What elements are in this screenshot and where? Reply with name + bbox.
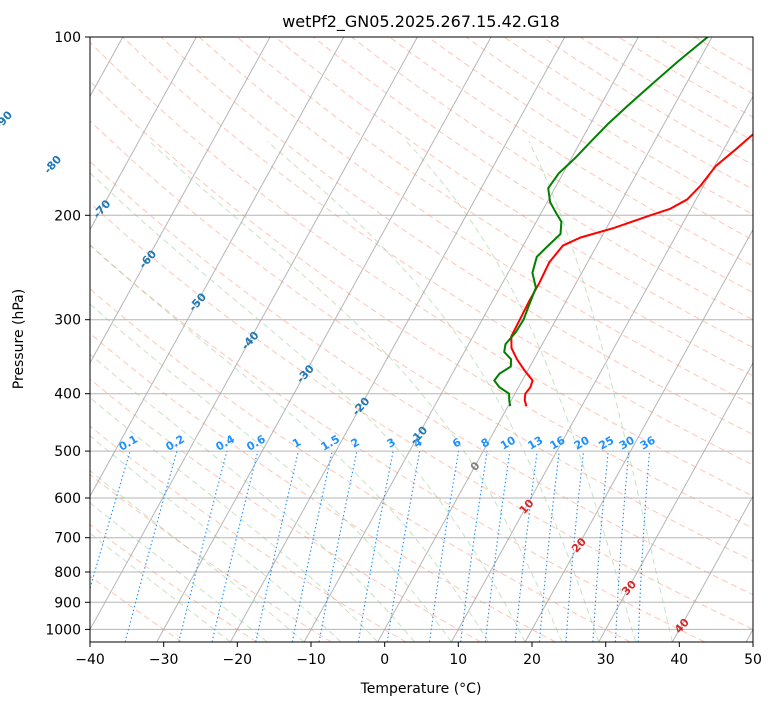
isotherm (90, 37, 418, 631)
x-tick-label: 50 (744, 652, 762, 668)
mixing-ratio-line (592, 451, 609, 642)
mixing-ratio-line (428, 451, 460, 642)
isotherm (450, 95, 753, 642)
isotherm (598, 361, 753, 642)
dry-adiabat (90, 160, 753, 596)
y-tick-label: 300 (54, 313, 81, 329)
x-axis-label: Temperature (°C) (360, 681, 482, 697)
dry-adiabat (90, 202, 753, 630)
mixing-ratio-line (357, 450, 394, 642)
dry-adiabat (236, 37, 753, 377)
dry-adiabat (90, 523, 257, 642)
dry-adiabat (90, 244, 706, 642)
plot-frame (89, 36, 754, 643)
x-tick-label: −10 (296, 652, 326, 668)
isotherm (671, 495, 753, 642)
y-axis-label: Pressure (hPa) (11, 289, 27, 389)
x-tick-label: −20 (223, 652, 253, 668)
dry-adiabat (90, 120, 753, 562)
mixing-ratio-line (538, 451, 560, 642)
x-tick-label: −40 (75, 652, 105, 668)
dry-adiabat (90, 332, 556, 642)
y-tick-label: 900 (54, 595, 81, 611)
y-tick-label: 600 (54, 491, 81, 507)
y-tick-label: 800 (54, 565, 81, 581)
isotherm (156, 37, 492, 642)
isotherm (90, 37, 271, 364)
y-tick-label: 700 (54, 531, 81, 547)
mixing-ratio-line (318, 450, 358, 642)
y-tick-label: 100 (54, 30, 81, 46)
y-tick-label: 400 (54, 387, 81, 403)
mixing-ratio-line (211, 450, 259, 642)
isotherm (377, 37, 713, 642)
y-tick-label: 200 (54, 208, 81, 224)
mixing-ratio-line (178, 450, 228, 642)
dry-adiabat (90, 473, 332, 642)
x-tick-label: 30 (597, 652, 615, 668)
dry-adiabat (160, 37, 753, 436)
temperature-profile (510, 133, 753, 407)
mixing-ratio-line (460, 451, 488, 642)
dry-adiabat (90, 288, 631, 642)
isotherm (90, 37, 197, 231)
mixing-ratio-line (565, 451, 585, 642)
dry-adiabat (198, 37, 753, 406)
mixing-ratio-line (514, 451, 538, 642)
dewpoint-profile (493, 37, 709, 407)
isotherm (90, 37, 345, 498)
isotherm (303, 37, 639, 642)
x-tick-label: 0 (380, 652, 389, 668)
x-tick-label: 20 (523, 652, 541, 668)
mixing-ratio-line (255, 450, 299, 642)
mixing-ratio-line (291, 450, 333, 642)
x-tick-label: 40 (670, 652, 688, 668)
background-lines (90, 37, 753, 642)
isotherm (229, 37, 566, 642)
y-tick-label: 500 (54, 444, 81, 460)
mixing-ratio-line (614, 451, 630, 642)
dry-adiabat (90, 378, 481, 642)
mixing-ratio-line (637, 451, 651, 642)
dry-adiabat (90, 575, 183, 642)
axes: −40 −30 −20 −10 0 10 20 30 40 50 100 200 300 400 500 60… (45, 30, 762, 668)
isotherm (524, 228, 753, 642)
chart-title: wetPf2_GN05.2025.267.15.42.G18 (282, 12, 560, 32)
mixing-ratio-line (386, 451, 421, 642)
dry-adiabat (351, 37, 753, 294)
y-tick-label: 1000 (45, 622, 81, 638)
mixing-ratio-line (124, 450, 178, 642)
dry-adiabat (90, 80, 753, 529)
dry-adiabat (313, 37, 753, 321)
x-tick-label: −30 (149, 652, 179, 668)
x-tick-label: 10 (449, 652, 467, 668)
sounding-profiles (493, 37, 753, 407)
mixing-ratio-line (484, 451, 511, 642)
